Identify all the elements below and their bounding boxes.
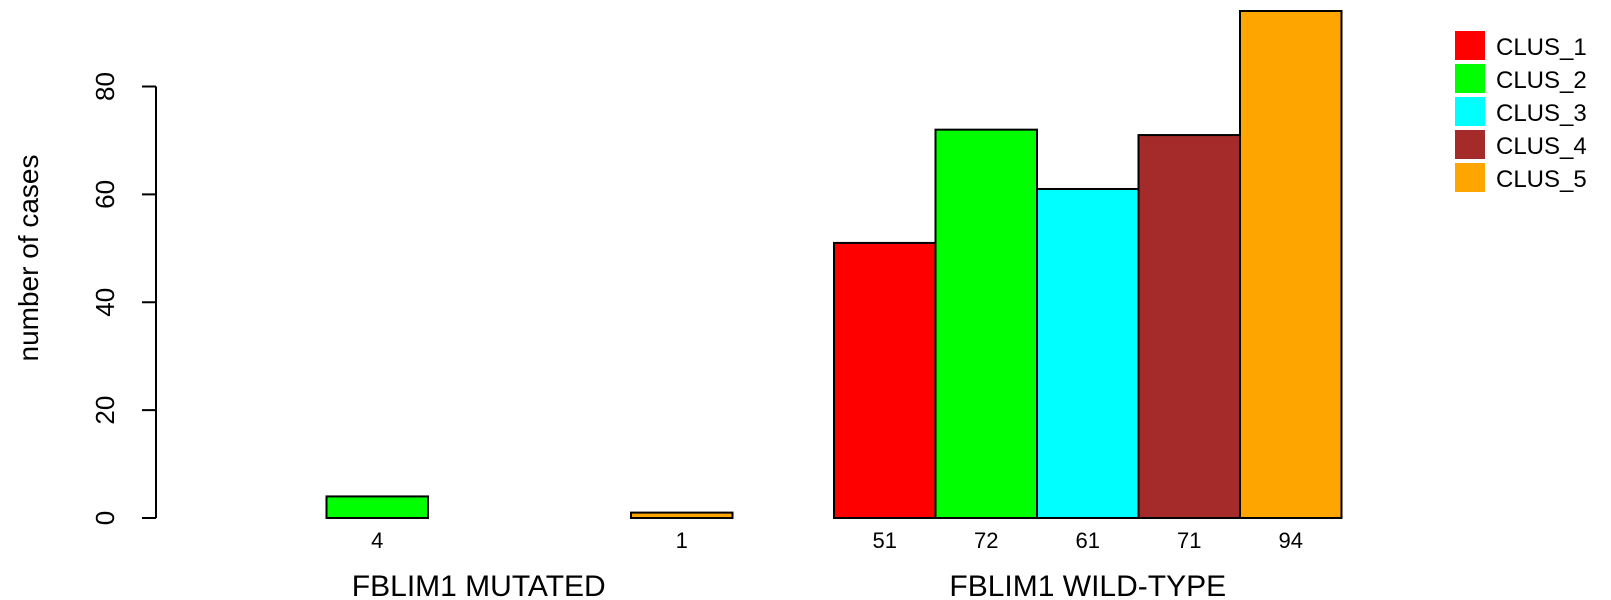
group-label: FBLIM1 MUTATED [352, 570, 606, 600]
legend-label: CLUS_3 [1496, 100, 1587, 127]
legend-swatch [1455, 163, 1485, 192]
bar-value-label: 51 [873, 528, 897, 553]
y-tick-label: 0 [90, 511, 120, 525]
bar-labels: 4 1 51 72 61 71 94 [371, 528, 1303, 553]
legend-swatch [1455, 97, 1485, 126]
group-labels: FBLIM1 MUTATED FBLIM1 WILD-TYPE [352, 570, 1226, 600]
bar [833, 241, 937, 519]
y-tick-label: 20 [90, 396, 120, 425]
bar-value-label: 71 [1177, 528, 1201, 553]
legend-swatch [1455, 31, 1485, 60]
y-tick-label: 80 [90, 72, 120, 101]
bar-value-label: 72 [974, 528, 998, 553]
legend-label: CLUS_4 [1496, 133, 1587, 160]
bar-value-label: 61 [1076, 528, 1100, 553]
legend-label: CLUS_1 [1496, 34, 1587, 61]
y-axis: 0 20 40 60 80 [90, 72, 157, 525]
y-tick-label: 60 [90, 180, 120, 209]
y-tick-label: 40 [90, 288, 120, 317]
legend-swatch [1455, 64, 1485, 93]
bar-value-label: 1 [676, 528, 688, 553]
legend-swatch [1455, 130, 1485, 159]
bar-value-label: 4 [371, 528, 383, 553]
bar [630, 511, 734, 520]
legend-label: CLUS_5 [1496, 166, 1587, 193]
y-axis-title: number of cases [13, 155, 44, 362]
bar [1036, 187, 1140, 520]
legend: CLUS_1 CLUS_2 CLUS_3 CLUS_4 CLUS_5 [1455, 31, 1587, 193]
bar [934, 128, 1038, 519]
bar [1239, 10, 1343, 519]
legend-label: CLUS_2 [1496, 67, 1587, 94]
group-label: FBLIM1 WILD-TYPE [949, 570, 1226, 600]
bars [325, 10, 1343, 520]
bar [1137, 134, 1241, 519]
bar [325, 495, 429, 520]
bar-value-label: 94 [1279, 528, 1303, 553]
